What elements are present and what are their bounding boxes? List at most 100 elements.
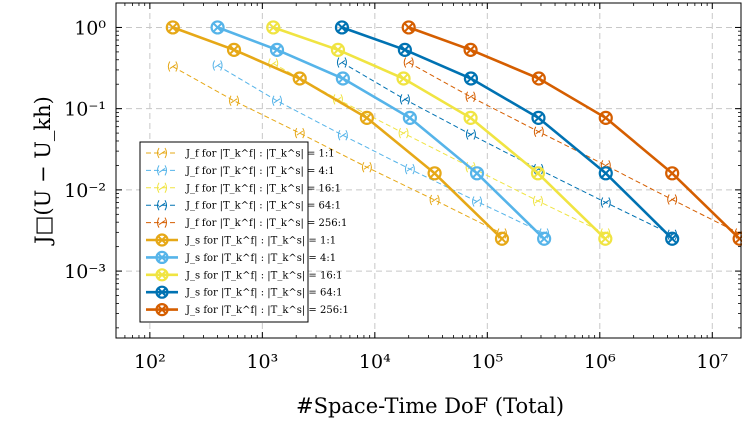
legend-label: J_s for |T_k^f| : |T_k^s| = 4:1 — [185, 253, 336, 264]
legend-entry: J_s for |T_k^f| : |T_k^s| = 1:1 — [146, 233, 336, 247]
series-line — [341, 62, 673, 236]
series-marker — [155, 285, 169, 299]
series-line — [341, 26, 674, 240]
legend-label: J_f for |T_k^f| : |T_k^s| = 256:1 — [185, 218, 347, 229]
series-marker — [531, 110, 546, 125]
series-marker — [530, 166, 546, 181]
legend-label: J_f for |T_k^f| : |T_k^s| = 4:1 — [185, 166, 335, 177]
y-tick-label: 10⁻² — [64, 180, 106, 202]
series-line — [172, 26, 503, 240]
legend-entry: J_f for |T_k^f| : |T_k^s| = 64:1 — [146, 199, 341, 212]
series-marker — [212, 60, 223, 71]
series-marker — [359, 110, 374, 125]
series-js-9 — [401, 20, 742, 246]
series-marker — [600, 197, 611, 208]
legend-label: J_f for |T_k^f| : |T_k^s| = 1:1 — [185, 149, 335, 160]
legend-label: J_s for |T_k^f| : |T_k^s| = 64:1 — [185, 288, 342, 299]
x-tick-label: 10⁶ — [584, 351, 616, 373]
y-tick-label: 10⁰ — [74, 17, 106, 39]
legend-entry: J_s for |T_k^f| : |T_k^s| = 16:1 — [146, 268, 342, 282]
series-line — [217, 65, 545, 234]
series-marker — [269, 42, 285, 57]
series-marker — [335, 71, 350, 86]
series-marker — [337, 130, 348, 141]
series-marker — [334, 20, 350, 35]
series-marker — [667, 194, 678, 205]
x-tick-label: 10² — [134, 351, 166, 373]
series-marker — [361, 161, 372, 173]
series-marker — [402, 110, 417, 125]
y-tick-labels: 10⁰ 10⁻¹ 10⁻² 10⁻³ — [64, 17, 106, 283]
series-marker — [494, 231, 510, 246]
series-marker — [398, 127, 409, 139]
series-jf-4 — [403, 57, 742, 239]
series-marker — [336, 57, 347, 68]
series-jf-1 — [212, 60, 550, 239]
series-marker — [397, 42, 412, 57]
series-marker — [157, 165, 167, 176]
series-marker — [155, 233, 169, 247]
series-marker — [266, 20, 281, 35]
series-marker — [155, 268, 169, 282]
series-marker — [165, 20, 180, 35]
series-line — [272, 26, 607, 240]
axis-ticks — [115, 2, 741, 338]
series-marker — [533, 126, 544, 137]
series-marker — [463, 42, 478, 57]
legend-label: J_s for |T_k^f| : |T_k^s| = 256:1 — [185, 305, 349, 316]
series-marker — [330, 42, 346, 57]
series-marker — [598, 166, 613, 181]
series-marker — [403, 57, 414, 68]
series-marker — [537, 231, 552, 246]
series-marker — [463, 110, 478, 125]
series-marker — [531, 71, 546, 86]
y-tick-label: 10⁻¹ — [64, 99, 106, 121]
series-marker — [292, 71, 307, 86]
series-marker — [465, 91, 476, 103]
series-marker — [463, 71, 479, 86]
series-marker — [665, 231, 680, 246]
series-marker — [294, 127, 305, 139]
series-marker — [665, 166, 680, 181]
series-marker — [401, 20, 416, 35]
legend-entry: J_s for |T_k^f| : |T_k^s| = 256:1 — [146, 303, 349, 317]
series-marker — [732, 231, 742, 246]
series-marker — [472, 196, 483, 207]
series-js-5 — [165, 20, 510, 246]
series-marker — [396, 71, 411, 86]
series-js-8 — [334, 20, 680, 246]
x-tick-label: 10⁷ — [696, 351, 728, 373]
legend-entry: J_s for |T_k^f| : |T_k^s| = 64:1 — [146, 285, 342, 299]
series-marker — [226, 42, 242, 57]
legend-label: J_f for |T_k^f| : |T_k^s| = 64:1 — [185, 201, 341, 212]
legend-label: J_f for |T_k^f| : |T_k^s| = 16:1 — [185, 183, 341, 194]
x-tick-label: 10⁵ — [471, 351, 503, 373]
series-marker — [157, 217, 167, 228]
y-axis-label: J□(U − U_kh) — [31, 96, 55, 246]
series-marker — [532, 195, 543, 207]
series-marker — [157, 147, 167, 159]
series-marker — [155, 303, 169, 317]
legend-entry: J_f for |T_k^f| : |T_k^s| = 16:1 — [146, 182, 341, 194]
series-marker — [469, 166, 485, 181]
legend: J_f for |T_k^f| : |T_k^s| = 1:1 J_f for |… — [139, 141, 349, 323]
legend-label: J_s for |T_k^f| : |T_k^s| = 16:1 — [185, 270, 342, 281]
legend-label: J_s for |T_k^f| : |T_k^s| = 1:1 — [185, 236, 336, 247]
series-marker — [404, 163, 415, 175]
series-marker — [465, 129, 476, 140]
series-js-7 — [266, 20, 613, 246]
series-marker — [272, 95, 283, 107]
series-js-6 — [210, 20, 552, 246]
x-tick-labels: 10² 10³ 10⁴ 10⁵ 10⁶ 10⁷ — [134, 351, 729, 373]
legend-entry: J_f for |T_k^f| : |T_k^s| = 256:1 — [146, 217, 347, 229]
series-marker — [167, 61, 178, 72]
series-marker — [157, 199, 167, 211]
series-line — [408, 26, 741, 240]
legend-entry: J_f for |T_k^f| : |T_k^s| = 1:1 — [146, 147, 335, 160]
series-marker — [598, 231, 613, 246]
series-marker — [429, 194, 440, 206]
x-tick-label: 10³ — [246, 351, 278, 373]
series-marker — [210, 20, 225, 35]
series-marker — [427, 166, 442, 181]
